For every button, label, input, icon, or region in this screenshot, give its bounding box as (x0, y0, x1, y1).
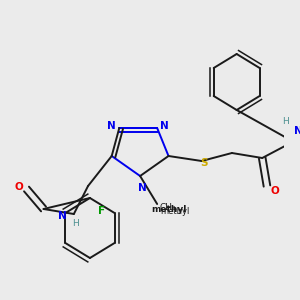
Text: H: H (283, 116, 289, 125)
Text: F: F (98, 206, 105, 216)
Text: N: N (160, 121, 169, 131)
Text: N: N (58, 211, 67, 221)
Text: H: H (72, 220, 79, 229)
Text: N: N (294, 126, 300, 136)
Text: methyl: methyl (160, 208, 189, 217)
Text: S: S (200, 158, 207, 168)
Text: CH₃: CH₃ (159, 203, 176, 212)
Text: O: O (270, 186, 279, 196)
Text: N: N (107, 121, 116, 131)
Text: N: N (138, 183, 146, 193)
Text: O: O (15, 182, 23, 192)
Text: methyl: methyl (151, 205, 186, 214)
